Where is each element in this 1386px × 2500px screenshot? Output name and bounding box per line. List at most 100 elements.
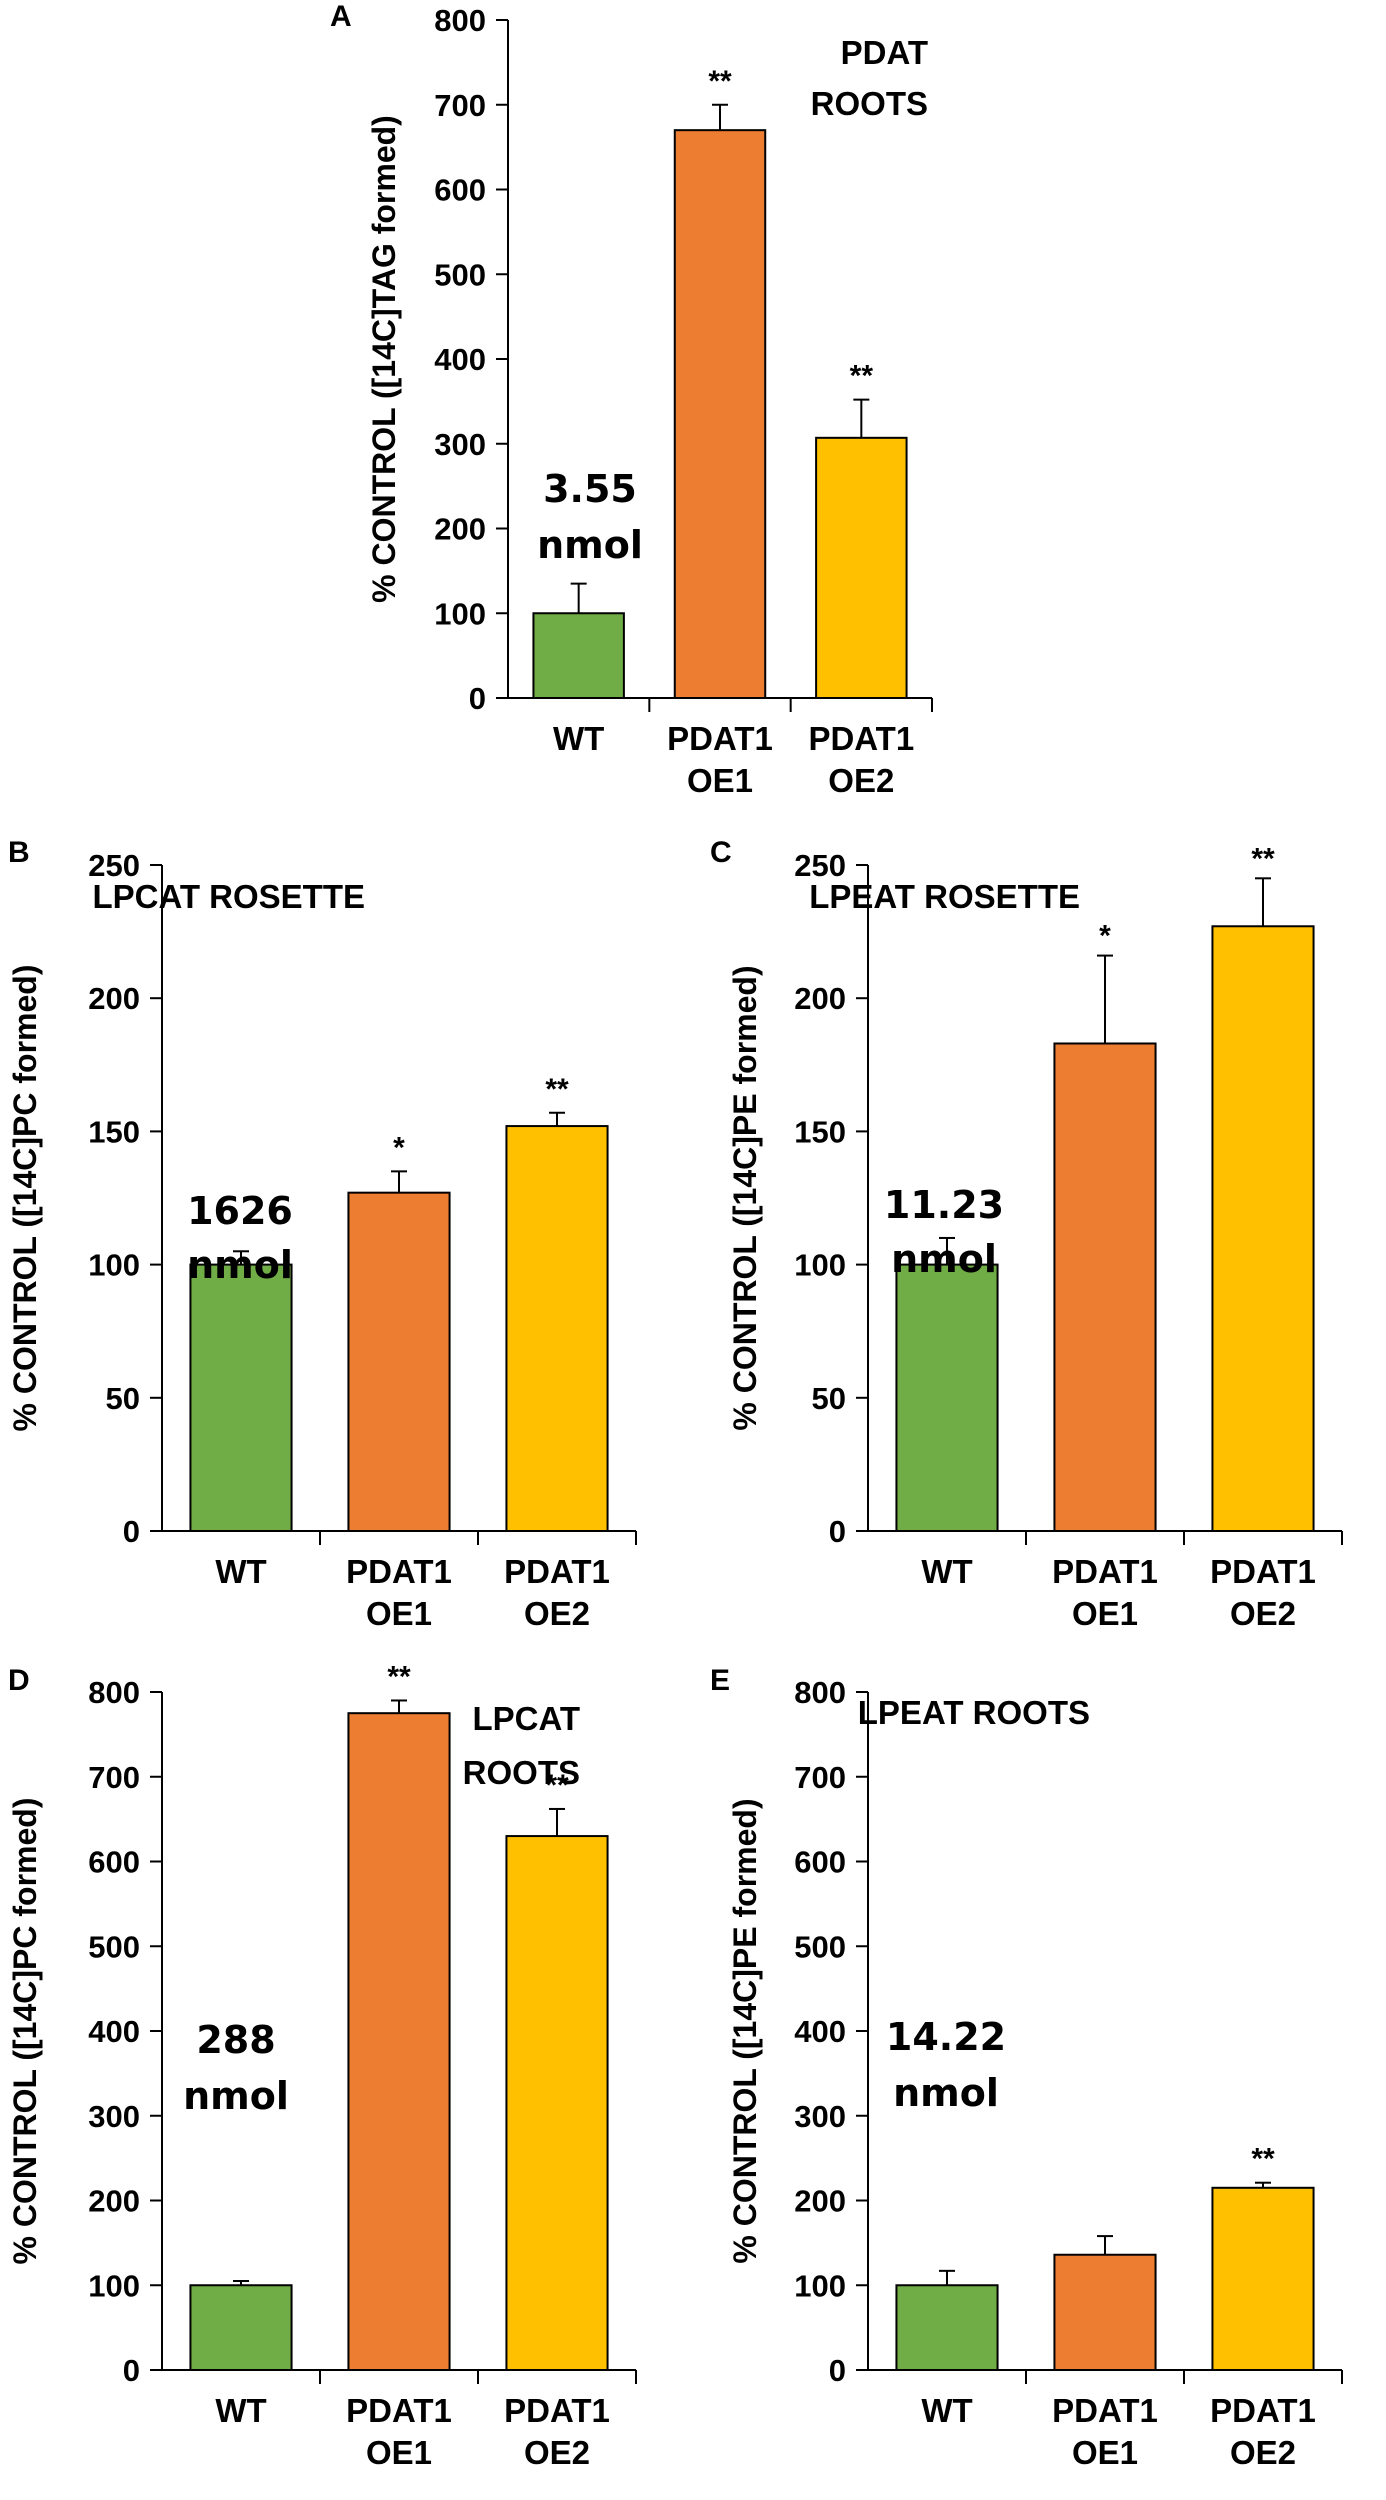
control-amount-annotation: 14.22 — [886, 2015, 1006, 2059]
y-axis-label: % CONTROL ([14C]TAG formed) — [366, 115, 402, 603]
y-tick-label: 200 — [794, 981, 846, 1016]
y-tick-label: 100 — [794, 2268, 846, 2303]
plot-b: 0 50 100 150 200 250 % CONTROL ([14C]PC formed… — [7, 848, 637, 1632]
category-label: OE1 — [366, 2434, 432, 2471]
bar — [895, 1263, 999, 1532]
y-axis-label: % CONTROL ([14C]PC formed) — [7, 1798, 43, 2265]
y-tick-label: 400 — [794, 2014, 846, 2049]
significance-marker: ** — [1251, 2143, 1275, 2176]
y-tick-label: 800 — [434, 3, 486, 38]
category-label: PDAT1 — [1052, 1553, 1158, 1590]
bar — [505, 1835, 609, 2371]
control-amount-annotation: nmol — [891, 1237, 997, 1281]
y-tick-label: 200 — [88, 981, 140, 1016]
chart-title: LPEAT ROSETTE — [809, 878, 1080, 915]
bar — [1211, 925, 1315, 1532]
category-label: WT — [215, 2392, 266, 2429]
y-axis-label: % CONTROL ([14C]PC formed) — [7, 965, 43, 1432]
significance-marker: * — [393, 1131, 405, 1164]
category-label: OE2 — [524, 1595, 590, 1632]
y-tick-label: 200 — [434, 512, 486, 547]
bar — [1053, 2253, 1157, 2371]
y-tick-label: 0 — [829, 2353, 846, 2388]
significance-marker: ** — [545, 1769, 569, 1802]
y-tick-label: 700 — [794, 1760, 846, 1795]
y-tick-label: 300 — [88, 2099, 140, 2134]
panel-d: D 0 100 200 300 400 500 600 700 800 % CONTROL ([1… — [7, 1660, 637, 2471]
y-tick-label: 700 — [434, 88, 486, 123]
y-tick-label: 700 — [88, 1760, 140, 1795]
y-tick-label: 500 — [794, 1929, 846, 1964]
plot-d: 0 100 200 300 400 500 600 700 800 % CONTROL ([14C… — [7, 1660, 637, 2471]
category-label: WT — [553, 720, 604, 757]
plot-e: 0 100 200 300 400 500 600 700 800 % CONTROL ([14C… — [727, 1675, 1343, 2471]
y-tick-label: 250 — [794, 848, 846, 883]
bar — [532, 612, 625, 699]
category-label: OE1 — [366, 1595, 432, 1632]
y-tick-label: 800 — [794, 1675, 846, 1710]
category-label: PDAT1 — [504, 2392, 610, 2429]
y-tick-label: 100 — [794, 1248, 846, 1283]
category-label: WT — [215, 1553, 266, 1590]
control-amount-annotation: nmol — [893, 2071, 999, 2115]
control-amount-annotation: 1626 — [187, 1189, 293, 1233]
y-tick-label: 300 — [794, 2099, 846, 2134]
significance-marker: ** — [1251, 842, 1275, 875]
bar — [189, 2284, 293, 2371]
chart-title: LPCAT — [472, 1700, 580, 1737]
y-tick-label: 100 — [434, 596, 486, 631]
category-label: OE2 — [828, 762, 894, 799]
y-tick-label: 100 — [88, 1248, 140, 1283]
panel-letter: D — [8, 1664, 30, 1697]
panel-letter: C — [710, 836, 732, 869]
bar — [1053, 1042, 1157, 1533]
chart-title: ROOTS — [463, 1754, 580, 1791]
y-tick-label: 250 — [88, 848, 140, 883]
y-tick-label: 0 — [469, 681, 486, 716]
y-axis-label: % CONTROL ([14C]PE formed) — [727, 965, 763, 1430]
y-tick-label: 200 — [88, 2184, 140, 2219]
bar — [505, 1125, 609, 1533]
y-tick-label: 800 — [88, 1675, 140, 1710]
chart-title: PDAT — [841, 34, 928, 71]
bar — [895, 2284, 999, 2371]
category-label: PDAT1 — [1052, 2392, 1158, 2429]
y-tick-label: 600 — [794, 1845, 846, 1880]
panel-c: C 0 50 100 150 200 250 % CONTROL ([14C]PE form… — [710, 836, 1343, 1632]
y-tick-label: 150 — [794, 1114, 846, 1149]
category-label: OE1 — [687, 762, 753, 799]
category-label: OE1 — [1072, 1595, 1138, 1632]
category-label: OE2 — [524, 2434, 590, 2471]
bar — [1211, 2186, 1315, 2372]
y-tick-label: 600 — [88, 1845, 140, 1880]
significance-marker: * — [1099, 920, 1111, 953]
y-tick-label: 200 — [794, 2184, 846, 2219]
chart-title: LPEAT ROOTS — [858, 1694, 1090, 1731]
category-label: PDAT1 — [1210, 2392, 1316, 2429]
panel-a: A 0 100 200 300 400 500 600 700 800 % CONTROL ([1… — [330, 0, 933, 799]
panel-e: E 0 100 200 300 400 500 600 700 800 % CONTROL ([1… — [710, 1664, 1343, 2471]
y-tick-label: 100 — [88, 2268, 140, 2303]
y-axis-label: % CONTROL ([14C]PE formed) — [727, 1798, 763, 2263]
plot-c: 0 50 100 150 200 250 % CONTROL ([14C]PE formed… — [727, 842, 1343, 1632]
category-label: OE1 — [1072, 2434, 1138, 2471]
category-label: PDAT1 — [346, 1553, 452, 1590]
panel-letter: B — [8, 836, 30, 869]
category-label: PDAT1 — [808, 720, 914, 757]
y-tick-label: 0 — [829, 1514, 846, 1549]
category-label: PDAT1 — [504, 1553, 610, 1590]
y-tick-label: 400 — [88, 2014, 140, 2049]
category-label: OE2 — [1230, 2434, 1296, 2471]
significance-marker: ** — [850, 360, 874, 393]
control-amount-annotation: 288 — [196, 2018, 275, 2062]
significance-marker: ** — [387, 1660, 411, 1693]
significance-marker: ** — [545, 1073, 569, 1106]
chart-title: ROOTS — [811, 85, 928, 122]
chart-title: LPCAT ROSETTE — [92, 878, 365, 915]
panel-letter: A — [330, 0, 352, 33]
bar — [347, 1191, 451, 1532]
panel-letter: E — [710, 1664, 730, 1697]
control-amount-annotation: 3.55 — [543, 467, 637, 511]
y-tick-label: 400 — [434, 342, 486, 377]
